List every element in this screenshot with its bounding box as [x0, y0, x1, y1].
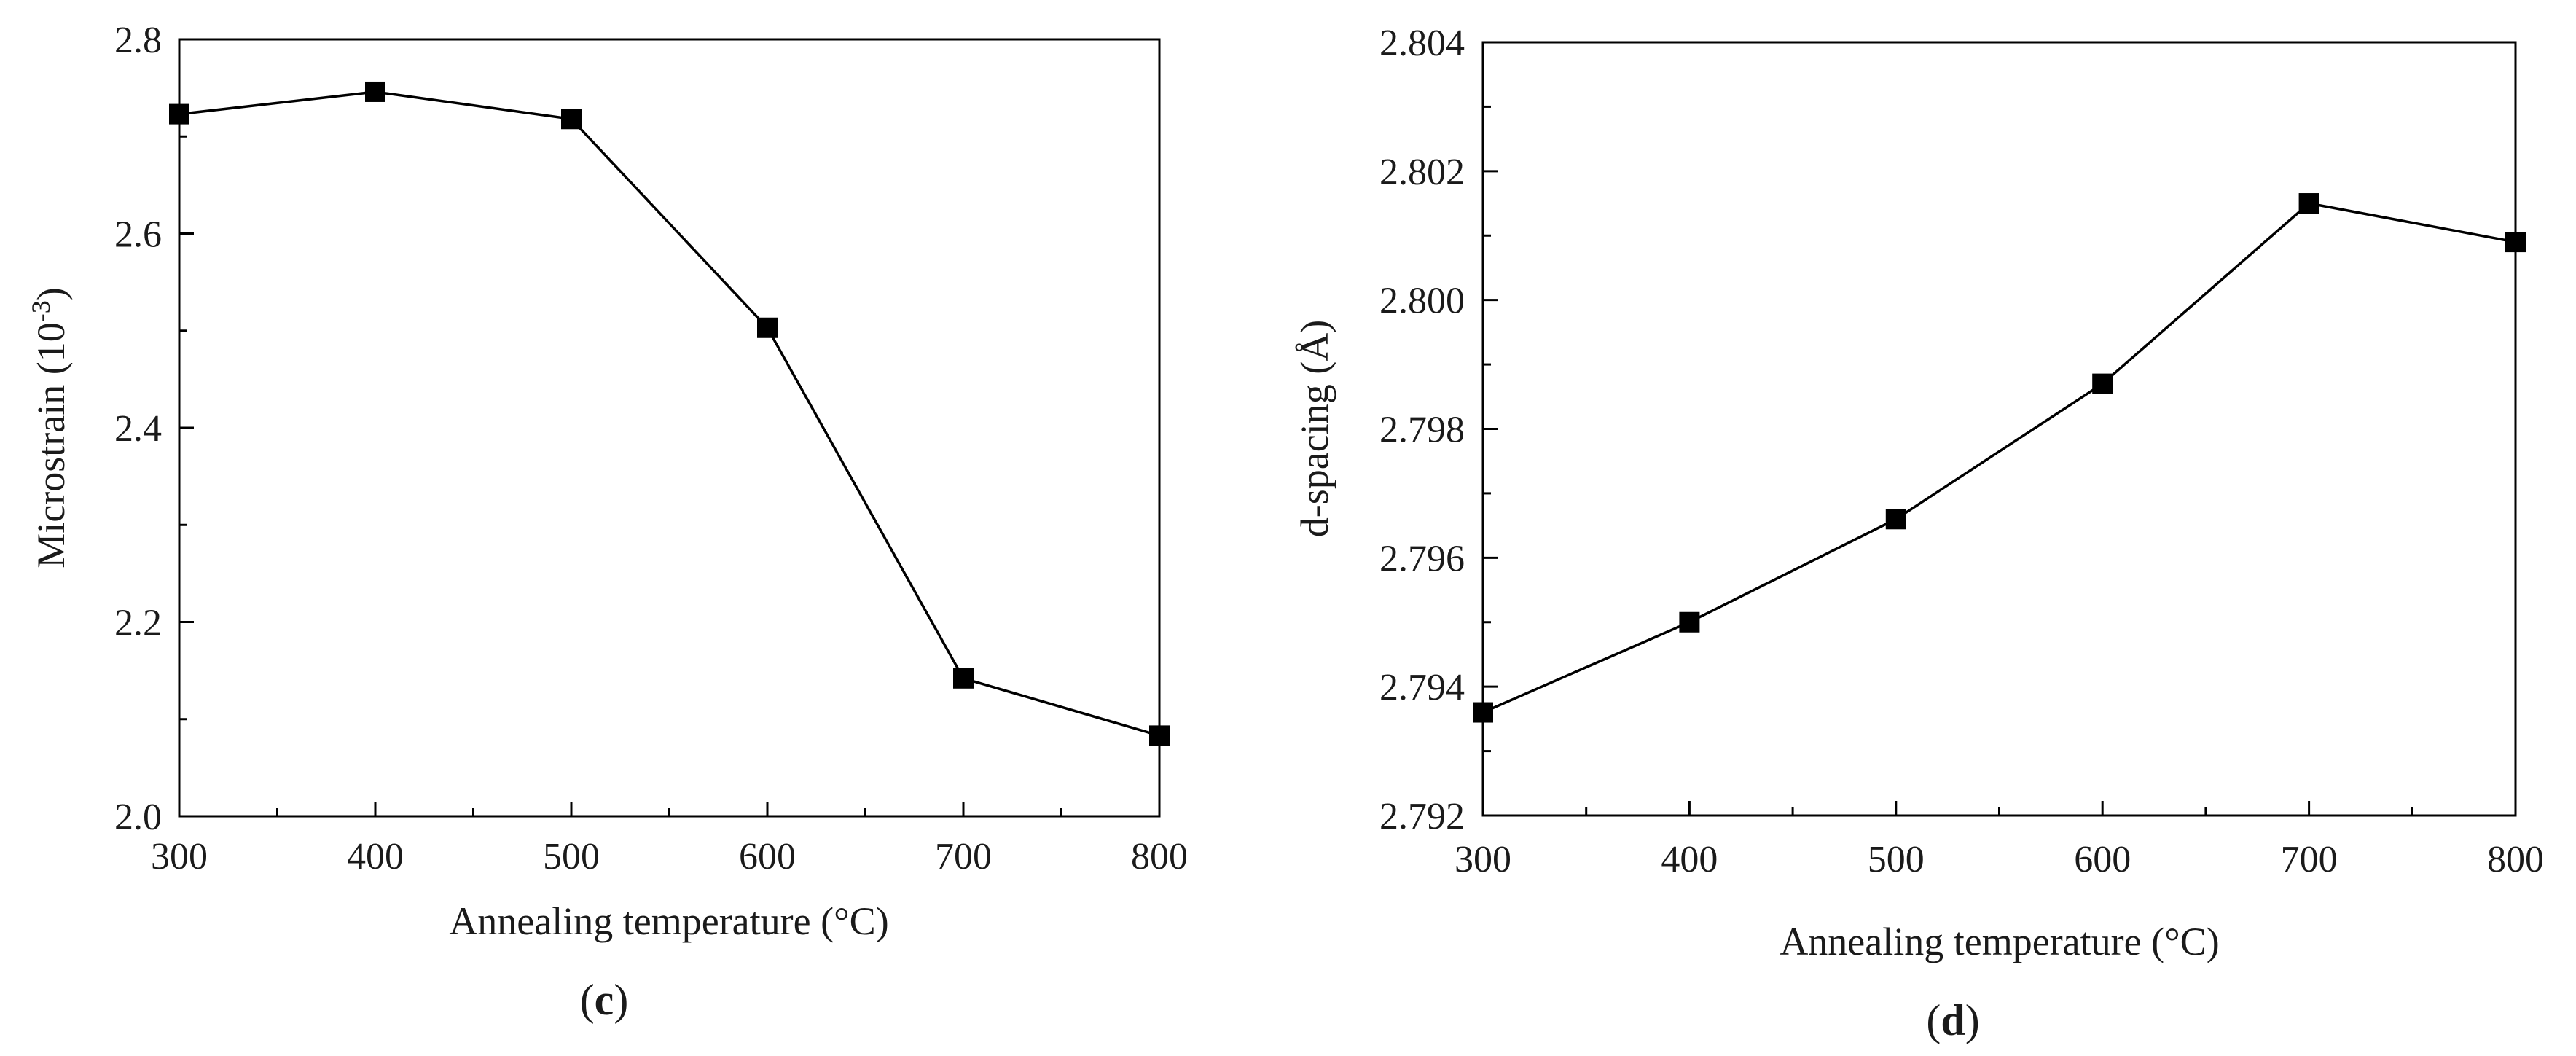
- y-tick-label: 2.2: [114, 603, 162, 644]
- x-tick-label: 400: [1661, 839, 1718, 880]
- y-tick-label: 2.8: [114, 20, 162, 61]
- data-point-marker: [1473, 702, 1493, 723]
- x-tick-label: 600: [739, 836, 796, 877]
- x-tick-label: 700: [935, 836, 992, 877]
- data-point-marker: [169, 103, 189, 125]
- y-tick-label: 2.0: [114, 797, 162, 838]
- x-tick-label: 600: [2074, 839, 2131, 880]
- data-point-marker: [2505, 232, 2526, 253]
- x-tick-label: 800: [1131, 836, 1188, 877]
- x-tick-label: 500: [543, 836, 600, 877]
- data-point-marker: [1679, 611, 1700, 633]
- panel-d-label: (d): [1926, 996, 1979, 1044]
- data-point-marker: [2298, 193, 2319, 214]
- panel-c-x-ticks: 300 400 500 600 700 800: [151, 802, 1188, 877]
- y-tick-label: 2.4: [114, 408, 162, 450]
- panel-c-chart: 2.0 2.2 2.4 2.6 2.8 300 400 500 600 700 800 Annea…: [26, 20, 1188, 1024]
- data-point-marker: [2092, 373, 2113, 394]
- y-tick-label: 2.804: [1379, 23, 1465, 64]
- x-tick-label: 800: [2487, 839, 2544, 880]
- panel-d-x-axis-title: Annealing temperature (°C): [1780, 920, 2219, 963]
- x-tick-label: 700: [2281, 839, 2338, 880]
- data-point-marker: [1149, 725, 1170, 746]
- data-point-marker: [561, 109, 582, 130]
- data-point-marker: [1885, 509, 1906, 530]
- y-tick-label: 2.798: [1379, 410, 1465, 451]
- panel-d-y-axis-title: d-spacing (Å): [1293, 320, 1336, 537]
- panel-c-plot-frame: [178, 38, 1161, 818]
- data-point-marker: [953, 668, 974, 689]
- panel-d-x-ticks: 300 400 500 600 700 800: [1455, 801, 2544, 880]
- data-point-marker: [365, 81, 385, 102]
- panel-c-x-axis-title: Annealing temperature (°C): [449, 899, 888, 943]
- panel-c-label: (c): [580, 976, 629, 1024]
- y-tick-label: 2.796: [1379, 538, 1465, 579]
- x-tick-label: 400: [347, 836, 404, 877]
- panel-c-y-axis-exponent: -3: [26, 300, 55, 322]
- panel-d-markers: [1473, 193, 2526, 723]
- x-tick-label: 300: [1455, 839, 1511, 880]
- panel-c-y-ticks: 2.0 2.2 2.4 2.6 2.8: [114, 20, 194, 838]
- panel-d-y-ticks: 2.792 2.794 2.796 2.798 2.800 2.802 2.804: [1379, 23, 1498, 837]
- y-tick-label: 2.794: [1379, 667, 1465, 708]
- x-tick-label: 500: [1868, 839, 1925, 880]
- y-tick-label: 2.6: [114, 214, 162, 256]
- x-tick-label: 300: [151, 836, 208, 877]
- data-point-marker: [757, 317, 778, 338]
- y-tick-label: 2.802: [1379, 152, 1465, 193]
- panel-c-series-line: [179, 90, 1160, 738]
- panel-d-plot-frame: [1481, 41, 2517, 817]
- panel-c-y-axis-title: Microstrain (10-3): [26, 287, 73, 568]
- panel-c-markers: [169, 81, 1170, 746]
- y-tick-label: 2.800: [1379, 281, 1465, 322]
- panel-d-chart: 2.792 2.794 2.796 2.798 2.800 2.802 2.804 300 4…: [1293, 23, 2544, 1044]
- y-tick-label: 2.792: [1379, 796, 1465, 837]
- panel-d-series-line: [1482, 202, 2516, 714]
